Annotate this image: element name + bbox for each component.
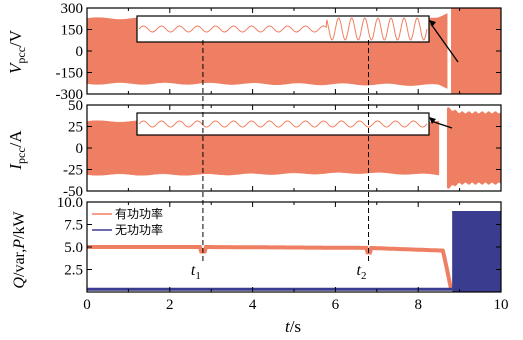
reactive-power-block [452,211,501,292]
ytick-label: 300 [61,1,84,17]
ytick-label: 150 [61,23,84,39]
current-ylabel: Ipcc/A [6,130,28,171]
event-label-1: t1 [191,262,201,282]
ytick-label: -50 [63,184,83,200]
inset-arrowhead [429,20,436,27]
xtick-label: 4 [249,297,257,313]
ytick-label: 2.5 [64,263,83,279]
ytick-label: -150 [56,66,84,82]
xtick-label: 8 [414,297,422,313]
ytick-label: 0 [76,141,84,157]
xtick-label: 2 [166,297,174,313]
inset-arrow [430,120,453,129]
ytick-label: 10.0 [57,195,83,211]
inset-wave [138,120,428,128]
x-axis-label: t/s [285,317,301,336]
xtick-label: 6 [332,297,340,313]
current-inset [136,112,453,136]
ytick-label: 0 [76,44,84,60]
xtick-label: 10 [494,297,509,313]
panel-current: -50 -25 0 25 50 Ipcc/A [6,98,502,200]
signal-band-1 [451,7,502,95]
xtick-label: 0 [83,297,91,313]
voltage-inset [136,15,459,63]
inset-wave [138,17,428,41]
legend-label-0: 有功功率 [115,206,163,221]
panel-voltage: -300 -150 0 150 300 Vpcc/V [6,1,502,103]
signal-band-1 [446,107,502,189]
inset-arrow [430,23,459,63]
ytick-label: -300 [56,87,84,103]
ytick-label: -25 [63,163,83,179]
ytick-label: 5.0 [64,240,83,256]
inset-arrowhead [429,117,436,124]
ytick-label: 7.5 [64,218,83,234]
voltage-ylabel: Vpcc/V [6,29,28,74]
ytick-label: 50 [68,98,83,114]
event-label-2: t2 [357,262,367,282]
legend-label-1: 无功功率 [115,222,163,237]
ytick-label: 25 [68,120,83,136]
power-ylabel: Q/var,P/kW [11,211,28,289]
active-power-line [87,245,454,291]
